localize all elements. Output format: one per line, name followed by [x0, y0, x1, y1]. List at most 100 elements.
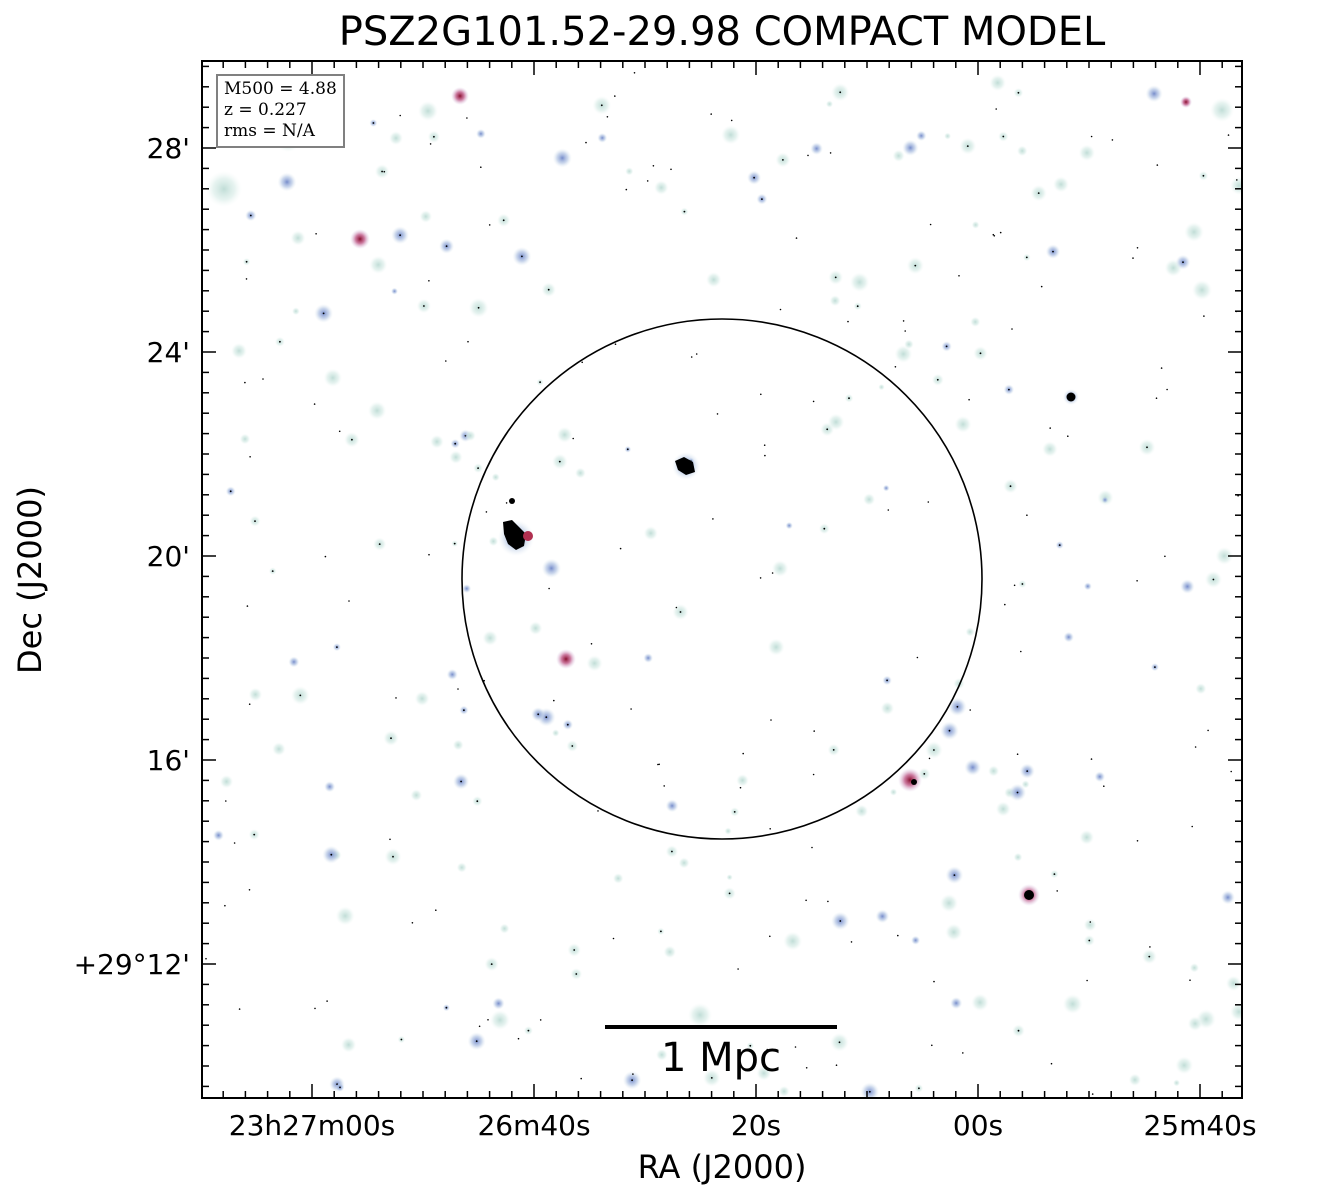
point-source-core — [378, 543, 381, 545]
noise-pixel — [710, 113, 712, 115]
point-source-core — [848, 397, 850, 400]
point-source — [340, 1037, 357, 1053]
point-source — [456, 862, 467, 873]
point-source — [1220, 890, 1235, 905]
point-source-core — [558, 460, 561, 463]
noise-pixel — [457, 688, 459, 690]
point-source — [827, 413, 845, 431]
noise-pixel — [897, 934, 899, 937]
point-source — [1094, 771, 1106, 783]
noise-pixel — [928, 757, 931, 760]
point-source-core — [322, 312, 325, 315]
point-source — [449, 450, 463, 464]
point-source — [945, 923, 963, 941]
point-source — [880, 701, 895, 716]
diffuse-source — [688, 1003, 712, 1027]
point-source — [277, 172, 297, 192]
noise-pixel — [614, 343, 617, 346]
noise-pixel — [249, 456, 251, 458]
point-source-core — [477, 306, 480, 309]
point-source — [1078, 144, 1096, 161]
point-source-core — [953, 874, 956, 876]
point-source — [849, 272, 870, 293]
x-tick-label: 26m40s — [477, 1109, 591, 1142]
noise-pixel — [485, 511, 488, 513]
point-source — [995, 801, 1011, 817]
point-source-core — [229, 490, 232, 493]
noise-pixel — [630, 708, 632, 710]
noise-pixel — [663, 785, 665, 787]
point-source — [767, 638, 785, 656]
point-source-core — [1202, 174, 1205, 177]
noise-pixel — [224, 904, 226, 907]
point-source — [771, 560, 789, 577]
noise-pixel — [742, 752, 744, 755]
noise-pixel — [246, 605, 249, 607]
point-source-core — [390, 737, 392, 740]
point-source — [488, 536, 499, 547]
noise-pixel — [958, 275, 960, 277]
noise-pixel — [612, 937, 615, 940]
noise-pixel — [580, 1077, 582, 1080]
point-source — [367, 401, 387, 420]
noise-pixel — [428, 280, 430, 282]
noise-pixel — [760, 393, 762, 396]
point-source-core — [1017, 1029, 1020, 1032]
point-source-core — [545, 716, 548, 719]
point-source — [736, 774, 749, 787]
noise-pixel — [1026, 514, 1028, 516]
point-source — [323, 368, 342, 387]
diffuse-source — [490, 1010, 510, 1030]
noise-pixel — [1191, 825, 1193, 828]
noise-pixel — [1020, 650, 1022, 653]
point-source — [272, 742, 286, 756]
noise-pixel — [716, 413, 719, 415]
point-source — [1083, 918, 1097, 932]
noise-pixel — [993, 235, 996, 237]
noise-pixel — [658, 763, 660, 766]
point-source-core — [1154, 666, 1156, 668]
point-source — [391, 287, 398, 295]
x-tick-label: 25m40s — [1143, 1109, 1257, 1142]
noise-pixel — [1103, 785, 1105, 787]
noise-pixel — [395, 697, 397, 699]
point-source — [1013, 852, 1023, 862]
noise-pixel — [1090, 758, 1093, 760]
red-source-northwest — [350, 87, 1192, 249]
point-source-core — [1021, 583, 1024, 585]
point-source — [1195, 683, 1207, 695]
point-source — [1062, 994, 1083, 1014]
noise-pixel — [1194, 746, 1197, 748]
info-box: M500 = 4.88 z = 0.227 rms = N/A — [216, 74, 345, 148]
noise-pixel — [244, 381, 246, 384]
noise-pixel — [771, 572, 774, 574]
point-source-core — [433, 135, 435, 138]
axis-ticks — [202, 61, 1242, 1098]
point-source-core — [600, 104, 603, 107]
point-source-core — [476, 800, 479, 803]
noise-pixel — [894, 366, 897, 368]
compact-source-east — [1063, 389, 1079, 405]
point-source-core — [330, 853, 333, 856]
x-tick-label: 23h27m00s — [228, 1109, 396, 1142]
point-source — [446, 668, 458, 681]
point-source — [971, 993, 989, 1012]
point-source-core — [660, 930, 662, 933]
point-source-core — [445, 1006, 448, 1009]
noise-pixel — [411, 922, 414, 924]
diffuse-source — [1192, 280, 1212, 300]
point-source — [1145, 85, 1163, 103]
noise-pixel — [1156, 164, 1159, 166]
point-source-core — [573, 949, 576, 951]
noise-pixel — [1132, 257, 1134, 259]
point-source-core — [249, 214, 252, 217]
noise-pixel — [769, 828, 771, 830]
point-source — [950, 997, 963, 1010]
point-source-core — [537, 713, 540, 716]
noise-pixel — [548, 587, 550, 590]
point-source-core — [728, 892, 731, 895]
noise-pixel — [478, 1025, 481, 1028]
point-source — [219, 774, 234, 789]
noise-pixel — [992, 233, 995, 236]
point-source — [860, 1082, 880, 1098]
